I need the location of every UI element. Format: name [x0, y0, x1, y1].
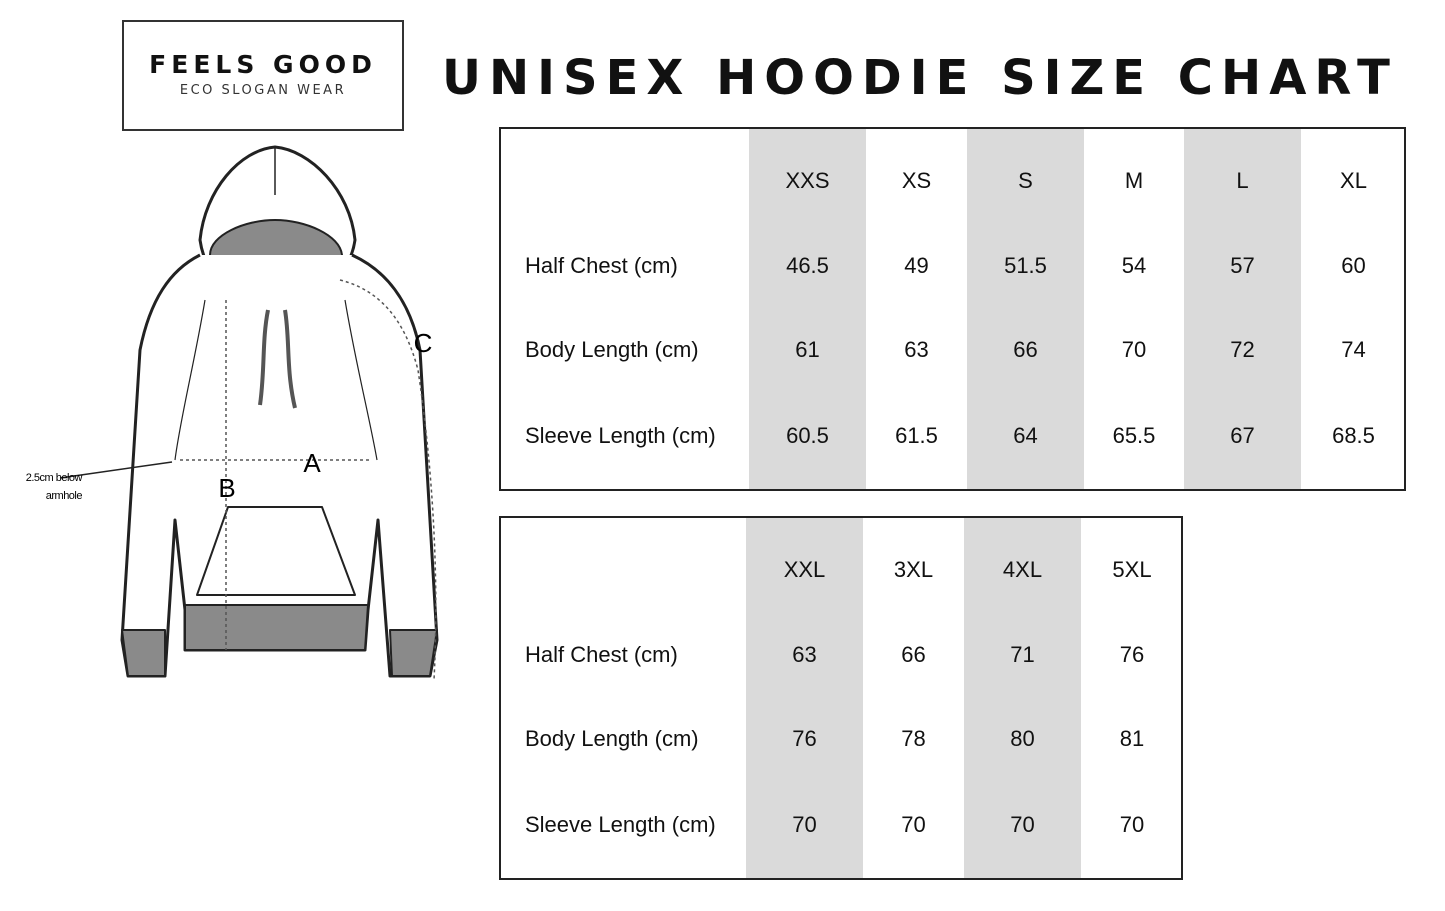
measurement-value: 63 — [904, 337, 929, 362]
measurement-value: 63 — [792, 642, 817, 667]
size-header: S — [1018, 168, 1033, 193]
measurement-value: 78 — [901, 726, 926, 751]
measurement-value: 72 — [1230, 337, 1255, 362]
size-column — [749, 129, 866, 489]
measurement-value: 51.5 — [1004, 253, 1047, 278]
size-header: 5XL — [1112, 557, 1152, 582]
measurement-value: 76 — [792, 726, 817, 751]
measurement-value: 66 — [901, 642, 926, 667]
measurement-value: 61 — [795, 337, 820, 362]
size-header: XXL — [783, 557, 826, 582]
measurement-value: 74 — [1341, 337, 1366, 362]
measurement-value: 61.5 — [895, 423, 938, 448]
size-header: 4XL — [1002, 557, 1043, 582]
size-table-2: XXL 63 76 70 3XL 66 78 70 4XL 71 80 70 5XL 76 81 70 Half… — [499, 516, 1183, 880]
row-label: Body Length (cm) — [525, 337, 699, 362]
measurement-value: 70 — [792, 812, 817, 837]
size-header: XL — [1340, 168, 1367, 193]
measure-label-b: B — [218, 473, 235, 503]
armhole-note-line1: 2.5cm below — [26, 472, 83, 484]
measure-label-c: C — [414, 328, 433, 358]
measurement-value: 49 — [904, 253, 929, 278]
measurement-value: 71 — [1010, 642, 1035, 667]
size-header: L — [1236, 168, 1249, 193]
measurement-value: 70 — [1121, 337, 1147, 362]
size-column — [967, 129, 1084, 489]
measurement-value: 70 — [1119, 812, 1145, 837]
row-label: Half Chest (cm) — [525, 253, 678, 278]
measurement-value: 70 — [1010, 812, 1035, 837]
logo-tagline: ECO SLOGAN WEAR — [179, 83, 347, 98]
measurement-value: 67 — [1230, 423, 1255, 448]
row-label: Sleeve Length (cm) — [525, 423, 716, 448]
measurement-value: 81 — [1119, 726, 1145, 751]
size-header: XXS — [785, 168, 830, 193]
brand-logo: FEELS GOOD ECO SLOGAN WEAR — [122, 20, 404, 131]
size-header: 3XL — [893, 557, 934, 582]
size-header: XS — [901, 168, 932, 193]
measurement-value: 64 — [1013, 423, 1038, 448]
measurement-value: 80 — [1010, 726, 1035, 751]
row-label: Body Length (cm) — [525, 726, 699, 751]
row-label: Half Chest (cm) — [525, 642, 678, 667]
size-header: M — [1124, 168, 1144, 193]
hoodie-measurement-diagram: A B C 2.5cm below armhole — [26, 145, 439, 681]
size-column — [1184, 129, 1301, 489]
row-label: Sleeve Length (cm) — [525, 812, 716, 837]
measure-label-a: A — [303, 448, 321, 478]
measurement-value: 54 — [1121, 253, 1147, 278]
measurement-value: 70 — [901, 812, 926, 837]
size-column — [746, 518, 863, 878]
measurement-value: 68.5 — [1332, 423, 1375, 448]
measurement-value: 60.5 — [786, 423, 829, 448]
measurement-value: 66 — [1013, 337, 1038, 362]
size-table-1: XXS 46.5 61 60.5 XS 49 63 61.5 S 51.5 66 64 M 54 70 65.… — [499, 127, 1406, 491]
measurement-value: 57 — [1230, 253, 1255, 278]
page-title: UNISEX HOODIE SIZE CHART — [442, 50, 1398, 106]
logo-brand: FEELS GOOD — [149, 50, 377, 79]
measurement-value: 46.5 — [786, 253, 829, 278]
armhole-note-line2: armhole — [46, 490, 83, 502]
size-column — [964, 518, 1081, 878]
measurement-value: 65.5 — [1112, 423, 1156, 448]
measurement-value: 76 — [1119, 642, 1145, 667]
measurement-value: 60 — [1341, 253, 1366, 278]
